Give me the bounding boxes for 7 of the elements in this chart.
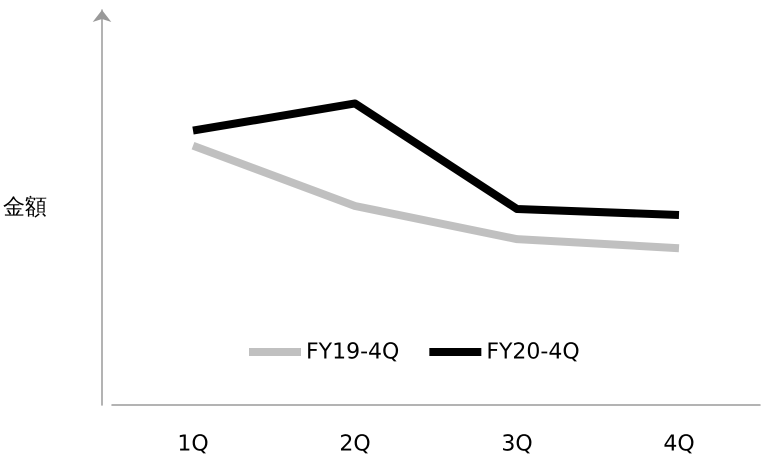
y-axis-title: 金額 <box>3 195 47 220</box>
legend-label: FY20-4Q <box>486 340 580 364</box>
x-tick-label: 2Q <box>339 432 371 456</box>
x-tick-label: 4Q <box>663 432 695 456</box>
x-tick-label: 1Q <box>177 432 209 456</box>
x-tick-label: 3Q <box>501 432 533 456</box>
legend-label: FY19-4Q <box>306 340 400 364</box>
